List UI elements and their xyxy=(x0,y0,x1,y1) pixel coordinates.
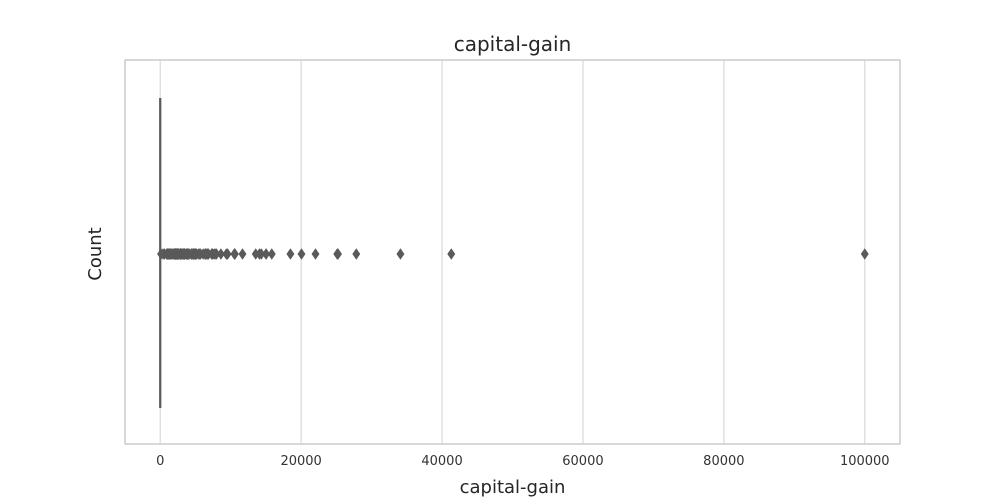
chart-title: capital-gain xyxy=(454,32,572,56)
x-axis-title: capital-gain xyxy=(460,477,566,498)
plot-frame xyxy=(124,59,901,445)
outlier-point xyxy=(352,248,361,260)
outlier-point xyxy=(262,248,271,260)
outlier-point xyxy=(447,248,456,260)
outlier-point xyxy=(223,248,232,260)
outlier-point xyxy=(860,248,869,260)
outlier-point xyxy=(238,248,247,260)
outlier-point xyxy=(297,248,306,260)
outlier-point xyxy=(230,248,239,260)
outlier-point xyxy=(216,248,225,260)
x-tick-label: 100000 xyxy=(840,454,890,469)
y-axis-title: Count xyxy=(85,227,106,280)
x-tick-label: 0 xyxy=(156,454,164,469)
outlier-point xyxy=(396,248,405,260)
outlier-point xyxy=(286,248,295,260)
outlier-point xyxy=(267,248,276,260)
x-tick-label: 80000 xyxy=(703,454,744,469)
x-tick-label: 60000 xyxy=(562,454,603,469)
x-tick-label: 20000 xyxy=(280,454,321,469)
outlier-point xyxy=(334,248,342,260)
x-tick-labels: 0 20000 40000 60000 80000 100000 xyxy=(156,454,890,469)
x-tick-label: 40000 xyxy=(421,454,462,469)
outlier-point xyxy=(311,248,320,260)
data-marks xyxy=(157,98,869,408)
